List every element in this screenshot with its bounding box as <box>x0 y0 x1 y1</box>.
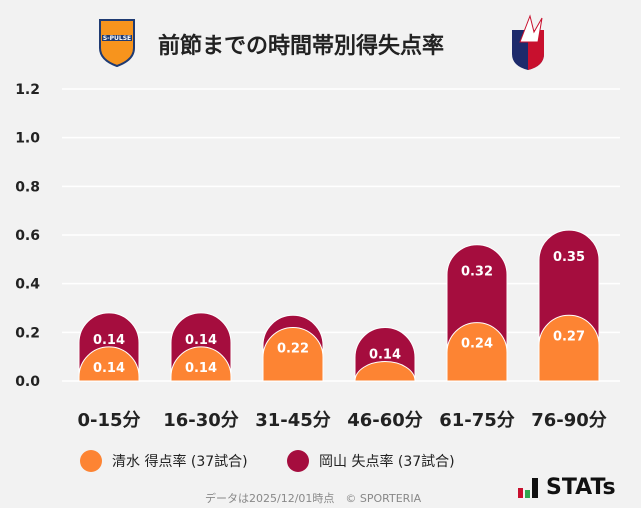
legend-swatch-home <box>80 450 102 472</box>
bar-home <box>170 346 232 382</box>
stats-brand: STATs <box>518 475 616 500</box>
footer-note: データは2025/12/01時点 © SPORTERIA <box>205 492 422 505</box>
y-tick-label: 0.0 <box>15 374 40 390</box>
bar-home <box>78 346 140 382</box>
y-tick-label: 0.4 <box>15 277 40 293</box>
bar-home <box>538 314 600 382</box>
x-tick-label: 0-15分 <box>77 410 140 431</box>
bar-home <box>446 322 508 382</box>
legend-swatch-away <box>287 450 309 472</box>
data-label-away: 0.14 <box>93 333 125 348</box>
bar-chart: 0.0 0.2 0.4 0.6 0.8 1.0 1.2 0.14 0.14 0-15分 0.14 0.… <box>15 82 620 431</box>
okayama-logo <box>512 14 544 70</box>
legend-label-home: 清水 得点率 (37試合) <box>112 454 248 470</box>
data-label-home: 0.14 <box>93 361 125 376</box>
legend-label-away: 岡山 失点率 (37試合) <box>319 454 455 470</box>
stats-logo-icon <box>518 478 538 498</box>
x-tick-label: 31-45分 <box>255 410 331 431</box>
x-tick-label: 16-30分 <box>163 410 239 431</box>
data-label-home: 0.24 <box>461 337 493 352</box>
data-label-away: 0.14 <box>185 333 217 348</box>
data-label-away: 0.14 <box>369 347 401 362</box>
shimizu-logo: S-PULSE <box>99 19 135 68</box>
data-label-home: 0.14 <box>185 361 217 376</box>
legend-item-home: 清水 得点率 (37試合) <box>80 450 248 472</box>
x-tick-label: 76-90分 <box>531 410 607 431</box>
x-tick-label: 46-60分 <box>347 410 423 431</box>
legend-item-away: 岡山 失点率 (37試合) <box>287 450 455 472</box>
data-label-away: 0.35 <box>553 250 585 265</box>
y-tick-label: 1.2 <box>15 82 40 98</box>
y-tick-label: 0.6 <box>15 228 40 244</box>
stats-text: STATs <box>546 475 616 500</box>
data-label-away: 0.32 <box>461 265 493 280</box>
x-tick-label: 61-75分 <box>439 410 515 431</box>
bar-home <box>262 327 324 382</box>
chart-title: 前節までの時間帯別得失点率 <box>158 34 445 59</box>
y-tick-label: 0.8 <box>15 179 40 195</box>
y-tick-label: 1.0 <box>15 131 40 147</box>
bar-home <box>354 361 416 382</box>
data-label-home: 0.22 <box>277 341 309 356</box>
svg-text:S-PULSE: S-PULSE <box>103 35 131 42</box>
data-label-home: 0.27 <box>553 329 585 344</box>
y-tick-label: 0.2 <box>15 325 40 341</box>
